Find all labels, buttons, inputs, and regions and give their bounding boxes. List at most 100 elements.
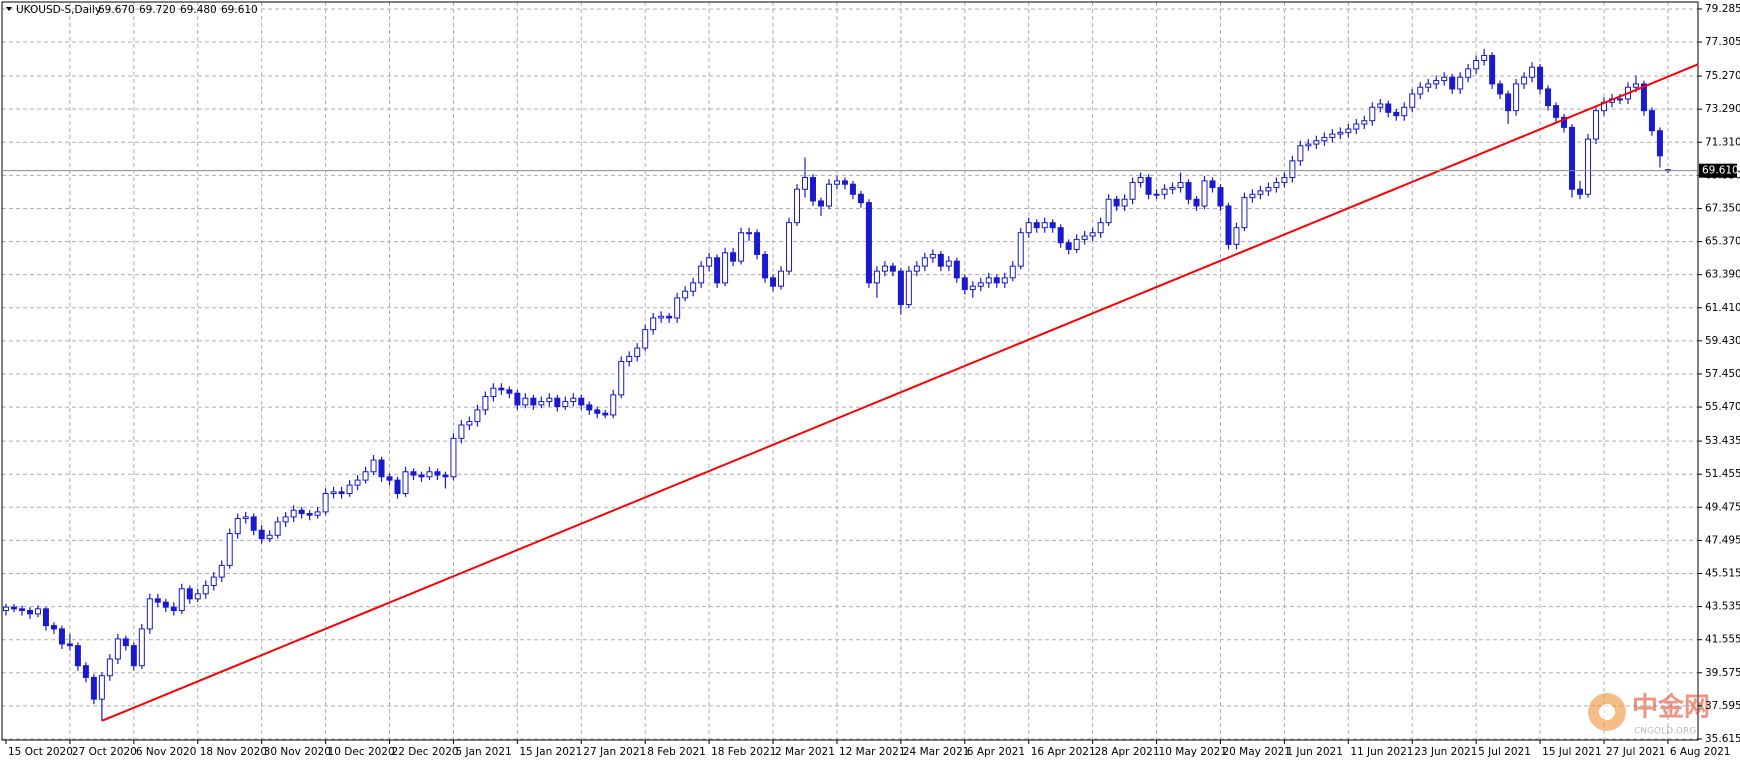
header-low: 69.480: [180, 4, 217, 16]
candle-body: [1169, 187, 1176, 190]
candle-body: [1145, 177, 1152, 195]
candle-body: [34, 608, 41, 615]
candle-body: [346, 484, 353, 494]
candle-body: [945, 260, 952, 267]
candle-body: [66, 643, 73, 647]
candle-body: [450, 437, 457, 478]
candle-body: [298, 509, 305, 515]
candle-body: [1025, 222, 1032, 234]
x-tick-label: 2 Mar 2021: [775, 746, 835, 758]
x-tick-label: 30 Nov 2020: [264, 746, 331, 758]
candle-body: [362, 471, 369, 481]
candle-body: [1345, 128, 1352, 133]
candle-body: [114, 638, 121, 660]
y-tick-label: 39.575: [1705, 667, 1740, 679]
candle-body: [1177, 182, 1184, 189]
candle-body: [1193, 198, 1200, 207]
candle-body: [1473, 60, 1480, 70]
candle-body: [442, 474, 449, 478]
candle-body: [162, 601, 169, 608]
candle-body: [578, 397, 585, 406]
candle-body: [106, 658, 113, 677]
candle-body: [546, 397, 553, 403]
candle-body: [1225, 205, 1232, 245]
candle-body: [1505, 93, 1512, 112]
candle-body: [1305, 143, 1312, 147]
candle-body: [522, 397, 529, 406]
candle-body: [378, 459, 385, 478]
candle-body: [833, 180, 840, 185]
candle-body: [1065, 242, 1072, 250]
y-tick-label: 41.555: [1705, 634, 1740, 646]
candle-body: [354, 479, 361, 486]
menu-arrow[interactable]: [6, 7, 12, 11]
candle-body: [1105, 198, 1112, 224]
candle-body: [658, 315, 665, 319]
x-tick-label: 10 May 2021: [1159, 746, 1227, 758]
x-tick-label: 12 Mar 2021: [839, 746, 906, 758]
candle-body: [1153, 193, 1160, 196]
candle-body: [218, 564, 225, 578]
y-tick-label: 47.495: [1705, 534, 1740, 546]
candle-body: [26, 610, 33, 615]
y-tick-label: 65.370: [1705, 236, 1740, 248]
candle-body: [1017, 232, 1024, 267]
candle-body: [674, 297, 681, 319]
candle-body: [738, 232, 745, 262]
candle-body: [1409, 93, 1416, 108]
candle-body: [82, 665, 89, 678]
x-tick-label: 24 Mar 2021: [903, 746, 970, 758]
candle-body: [698, 265, 705, 284]
candle-body: [322, 492, 329, 513]
candle-body: [1417, 86, 1424, 95]
candle-body: [1521, 76, 1528, 85]
candle-body: [402, 471, 409, 494]
candle-body: [1185, 182, 1192, 200]
candle-body: [690, 282, 697, 292]
candle-body: [74, 645, 81, 667]
candle-body: [18, 608, 25, 612]
candle-body: [170, 606, 177, 612]
y-tick-label: 49.475: [1705, 501, 1740, 513]
candle-body: [1616, 98, 1623, 101]
candle-body: [178, 588, 185, 612]
y-tick-label: 51.455: [1705, 468, 1740, 480]
candle-body: [1656, 130, 1663, 157]
candle-body: [849, 183, 856, 195]
candle-body: [1313, 140, 1320, 145]
candle-body: [985, 277, 992, 284]
x-tick-label: 20 May 2021: [1222, 746, 1290, 758]
candle-body: [881, 265, 888, 272]
x-tick-label: 5 Jan 2021: [455, 746, 511, 758]
candle-body: [1121, 198, 1128, 207]
candle-body: [841, 180, 848, 185]
x-tick-label: 6 Aug 2021: [1670, 746, 1731, 758]
candle-body: [1585, 138, 1592, 195]
candle-body: [274, 521, 281, 536]
candle-body: [514, 392, 521, 406]
candle-body: [937, 253, 944, 267]
y-tick-label: 71.310: [1705, 136, 1740, 148]
candle-body: [1425, 83, 1432, 88]
candle-body: [610, 394, 617, 416]
last-price-box: [1699, 163, 1737, 178]
candles: [3, 48, 1671, 721]
candle-body: [42, 608, 49, 627]
candle-body: [1289, 160, 1296, 179]
plot-frame: [1, 1, 1699, 741]
candle-body: [1640, 83, 1647, 112]
candle-body: [682, 290, 689, 299]
x-tick-label: 11 Jun 2021: [1350, 746, 1413, 758]
candle-body: [538, 401, 545, 406]
candle-body: [1129, 182, 1136, 200]
candle-body: [786, 222, 793, 272]
candle-body: [1241, 197, 1248, 229]
grid: [2, 2, 1698, 740]
candle-body: [1561, 116, 1568, 128]
candle-body: [202, 584, 209, 595]
candle-body: [1401, 106, 1408, 117]
candle-body: [490, 387, 497, 398]
candle-body: [226, 533, 233, 566]
candle-body: [138, 628, 145, 667]
